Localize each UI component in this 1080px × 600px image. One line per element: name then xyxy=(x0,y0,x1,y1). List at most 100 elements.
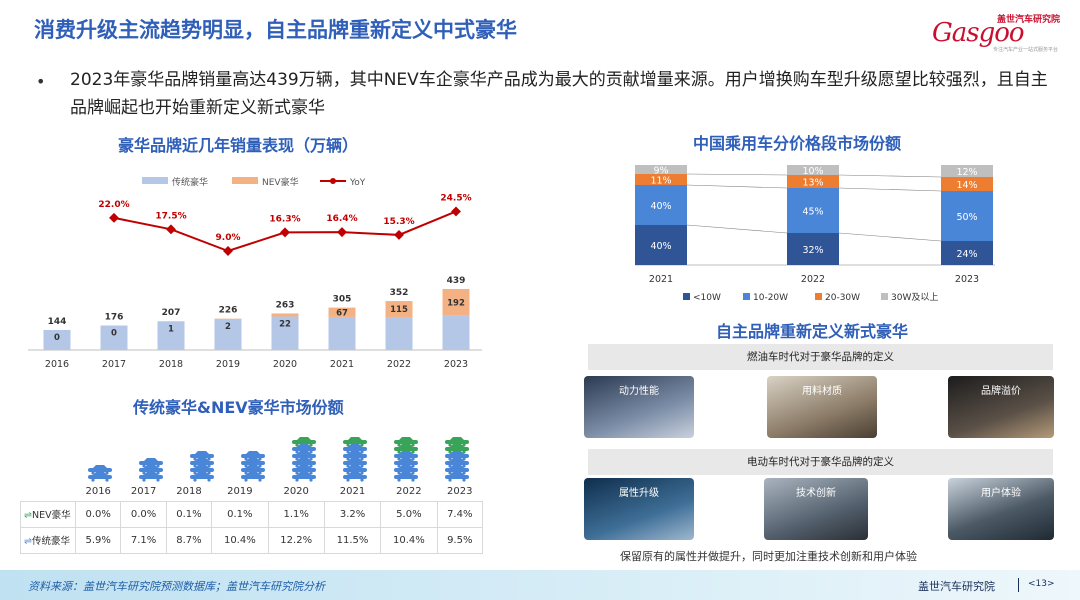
traditional-car-icon xyxy=(292,454,316,458)
page-title: 消费升级主流趋势明显，自主品牌重新定义中式豪华 xyxy=(34,18,517,42)
bar-total-label: 305 xyxy=(333,295,352,305)
nev-car-icon-wheel xyxy=(462,450,466,454)
traditional-car-icon-roof xyxy=(450,472,464,475)
traditional-car-icon-roof xyxy=(246,465,260,468)
bar-nev-label: 1 xyxy=(168,324,174,334)
bar-nev xyxy=(328,307,356,317)
traditional-car-icon xyxy=(139,461,163,465)
traditional-car-icon-wheel xyxy=(258,464,262,468)
traditional-car-icon xyxy=(292,475,316,479)
segment-30W及以上 xyxy=(635,165,687,174)
connector-line xyxy=(838,232,942,242)
pic-label-material: 用料材质 xyxy=(802,386,842,397)
traditional-car-icon xyxy=(343,468,367,472)
bar-traditional xyxy=(328,316,356,350)
traditional-car-icon-wheel xyxy=(295,478,299,482)
bar-traditional xyxy=(442,315,470,350)
traditional-car-icon xyxy=(394,461,418,465)
traditional-car-icon xyxy=(394,468,418,472)
traditional-car-icon-roof xyxy=(297,472,311,475)
traditional-car-icon-wheel xyxy=(207,464,211,468)
yoy-label: 16.3% xyxy=(269,214,300,224)
traditional-car-icon-wheel xyxy=(360,464,364,468)
traditional-car-icon-roof xyxy=(348,465,362,468)
traditional-car-icon-wheel xyxy=(193,478,197,482)
x-tick-label: 2020 xyxy=(273,359,297,370)
bar-traditional xyxy=(100,325,128,350)
segment-10-20W xyxy=(941,191,993,241)
traditional-car-icon-wheel xyxy=(258,478,262,482)
segment-30W及以上 xyxy=(941,165,993,177)
traditional-car-icon-wheel xyxy=(448,478,452,482)
luxury-sales-chart: 传统豪华 NEV豪华 YoY 0 144 2016 0 176 2017 22.0% 1 207 201… xyxy=(28,176,482,370)
year-header: 2017 xyxy=(130,486,157,498)
share-cell: 0.1% xyxy=(165,500,213,528)
bar-traditional xyxy=(214,318,242,350)
traditional-car-icon-wheel xyxy=(105,478,109,482)
segment-label: 12% xyxy=(956,167,977,178)
pic-label-tech: 技术创新 xyxy=(796,488,836,499)
traditional-car-icon xyxy=(241,468,265,472)
segment-10-20W xyxy=(787,188,839,233)
traditional-car-icon-wheel xyxy=(462,478,466,482)
traditional-car-icon xyxy=(139,475,163,479)
traditional-car-icon xyxy=(139,468,163,472)
segment-label: 14% xyxy=(956,180,977,191)
traditional-car-icon-wheel xyxy=(411,478,415,482)
traditional-car-icon-wheel xyxy=(244,457,248,461)
traditional-car-icon xyxy=(190,461,214,465)
segment-20-30W xyxy=(941,177,993,191)
nev-car-icon-roof xyxy=(348,437,362,440)
bar-total-label: 352 xyxy=(390,288,409,298)
x-tick-label: 2022 xyxy=(387,359,411,370)
footer-divider xyxy=(1018,578,1019,592)
traditional-car-icon xyxy=(343,475,367,479)
x-tick-label: 2021 xyxy=(330,359,354,370)
yoy-marker xyxy=(394,229,404,240)
traditional-car-icon-wheel xyxy=(411,471,415,475)
segment-label: 24% xyxy=(956,249,977,260)
x-tick-label: 2017 xyxy=(102,359,126,370)
share-table: 2016 2017 2018 2019 2020 2021 2022 2023 ⇌NEV豪华 0… xyxy=(20,483,484,554)
nev-car-icon-roof xyxy=(297,437,311,440)
traditional-car-icon-roof xyxy=(399,472,413,475)
traditional-car-icon-roof xyxy=(297,444,311,447)
traditional-car-icon xyxy=(241,461,265,465)
yoy-marker xyxy=(223,246,233,256)
pic-material: 用料材质 xyxy=(767,376,877,438)
traditional-car-icon-wheel xyxy=(156,464,160,468)
row-label-nev: NEV豪华 xyxy=(31,510,71,521)
traditional-car-icon-wheel xyxy=(360,471,364,475)
share-cell: 5.0% xyxy=(380,500,438,528)
page-number: <13> xyxy=(1028,579,1055,589)
traditional-car-icon-wheel xyxy=(448,464,452,468)
share-table-title: 传统豪华&NEV豪华市场份额 xyxy=(133,398,344,417)
connector-line xyxy=(838,187,942,192)
x-tick-label: 2022 xyxy=(801,274,825,285)
traditional-car-icon xyxy=(394,454,418,458)
share-cell: 0.1% xyxy=(211,500,269,528)
pic-user-experience: 用户体验 xyxy=(948,478,1054,540)
share-cell: 3.2% xyxy=(323,500,382,528)
share-cell: 8.7% xyxy=(165,526,213,554)
segment-label: 32% xyxy=(802,245,823,256)
pic-label-performance: 动力性能 xyxy=(619,386,659,397)
sales-chart-title: 豪华品牌近几年销量表现（万辆） xyxy=(118,136,359,155)
pic-performance: 动力性能 xyxy=(584,376,694,438)
share-cell: 0.0% xyxy=(74,500,122,528)
price-share-title: 中国乘用车分价格段市场份额 xyxy=(693,134,902,153)
segment-label: 45% xyxy=(802,207,823,218)
traditional-car-icon-roof xyxy=(348,451,362,454)
traditional-car-icon-wheel xyxy=(207,457,211,461)
segment-<10W xyxy=(941,241,993,265)
legend-swatch xyxy=(743,293,750,300)
legend-swatch xyxy=(232,177,258,184)
year-header: 2022 xyxy=(396,486,422,498)
logo-main-text: Gasgoo xyxy=(932,18,1025,48)
bar-nev-label: 67 xyxy=(336,308,348,318)
year-header: 2016 xyxy=(85,486,111,498)
bar-total-label: 176 xyxy=(105,313,124,323)
segment-label: 11% xyxy=(650,176,671,187)
bar-traditional xyxy=(385,317,413,350)
car-stack-pictogram xyxy=(88,437,469,482)
